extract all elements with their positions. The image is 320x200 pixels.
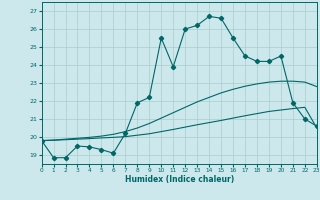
X-axis label: Humidex (Indice chaleur): Humidex (Indice chaleur)	[124, 175, 234, 184]
